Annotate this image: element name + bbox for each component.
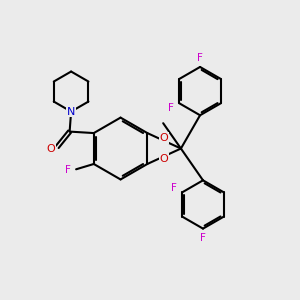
Text: F: F [197, 52, 203, 62]
Text: F: F [171, 183, 177, 193]
Text: O: O [160, 133, 169, 143]
Text: N: N [67, 106, 75, 117]
Text: F: F [168, 103, 174, 113]
Text: F: F [200, 233, 206, 243]
Text: F: F [65, 165, 71, 175]
Text: O: O [46, 144, 55, 154]
Text: O: O [160, 154, 169, 164]
